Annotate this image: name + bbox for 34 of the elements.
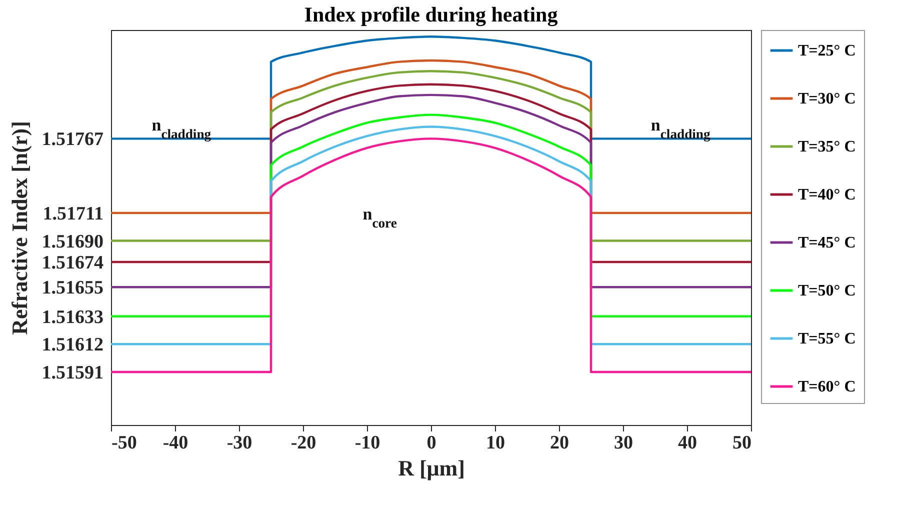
legend-label: T=45° C <box>798 234 856 252</box>
chart-title: Index profile during heating <box>304 2 558 26</box>
y-axis-title: Refractive Index [n(r)] <box>6 121 32 335</box>
y-tick-label: 1.51690 <box>42 231 104 252</box>
legend-label: T=30° C <box>798 90 856 108</box>
legend-label: T=50° C <box>798 282 856 300</box>
legend-label: T=55° C <box>798 330 856 348</box>
annotation: n$_{core}$ <box>362 204 397 230</box>
annotation: n$_{cladding}$ <box>152 116 212 142</box>
x-tick-label: 50 <box>732 432 752 454</box>
x-tick-label: 30 <box>614 432 633 454</box>
x-tick-label: -10 <box>354 432 380 454</box>
annotation: n$_{cladding}$ <box>650 116 710 142</box>
line-series <box>111 36 751 140</box>
y-tick-label: 1.51711 <box>42 203 104 224</box>
legend-label: T=60° C <box>798 378 856 396</box>
x-tick-label: -20 <box>290 432 316 454</box>
x-tick-label: -40 <box>162 432 188 454</box>
x-tick-label: -50 <box>112 432 137 454</box>
y-tick-label: 1.51767 <box>42 129 104 150</box>
x-tick-label: 0 <box>426 432 436 454</box>
y-tick-label: 1.51674 <box>42 252 104 274</box>
y-tick-label: 1.51612 <box>42 334 104 356</box>
x-axis-title: R [μm] <box>398 456 465 480</box>
x-tick-label: -30 <box>226 432 252 454</box>
legend-label: T=35° C <box>798 138 856 156</box>
y-tick-label: 1.51655 <box>42 278 104 299</box>
x-tick-label: 40 <box>678 432 697 454</box>
legend-label: T=40° C <box>798 186 856 204</box>
y-tick-label: 1.51591 <box>42 362 104 384</box>
x-tick-label: 10 <box>486 432 505 454</box>
x-tick-label: 20 <box>550 432 569 454</box>
legend-label: T=25° C <box>798 42 856 60</box>
y-tick-label: 1.51633 <box>42 306 104 328</box>
